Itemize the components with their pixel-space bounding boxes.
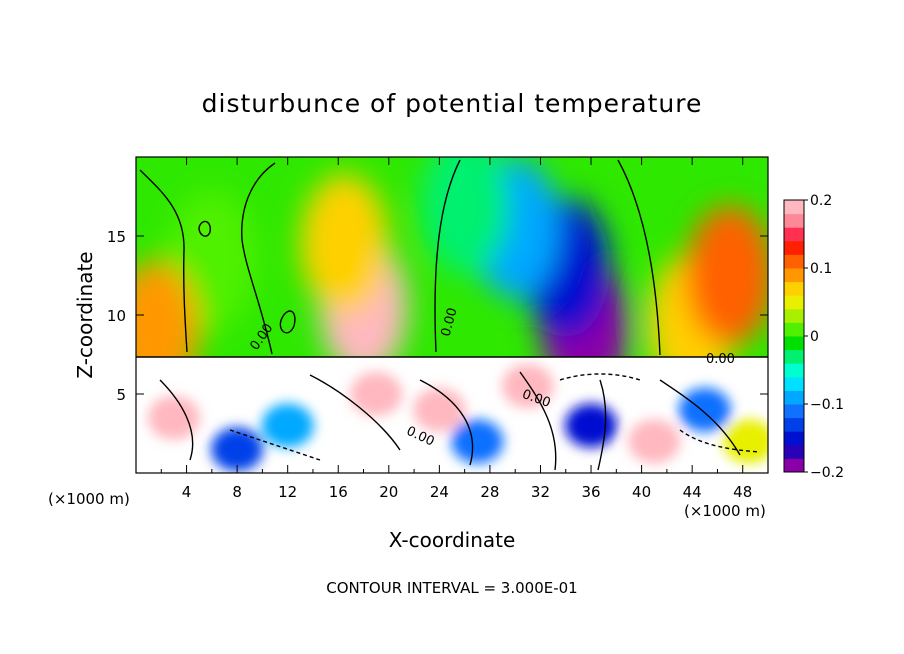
x-tick-label: 8	[232, 483, 242, 501]
y-tick-label: 15	[107, 228, 126, 246]
colorbar-segment	[784, 444, 804, 459]
y-axis-label: Z-coordinate	[73, 251, 97, 378]
field-blob	[147, 395, 200, 440]
field-blob	[420, 157, 509, 275]
colorbar-segment	[784, 431, 804, 446]
field-blob	[501, 364, 554, 409]
colorbar-segment	[784, 240, 804, 255]
x-axis-label: X-coordinate	[389, 528, 516, 552]
plot-area	[135, 156, 769, 474]
contour-interval: CONTOUR INTERVAL = 3.000E-01	[326, 579, 577, 597]
colorbar-segment	[784, 308, 804, 323]
field-blob	[350, 372, 403, 416]
x-tick-label: 32	[531, 483, 550, 501]
colorbar	[783, 199, 805, 473]
colorbar-segment	[784, 349, 804, 364]
colorbar-segment	[784, 254, 804, 269]
colorbar-segment	[784, 295, 804, 310]
colorbar-segment	[784, 322, 804, 337]
field-blob	[413, 387, 466, 432]
field-blob	[211, 427, 264, 472]
x-unit-label: (×1000 m)	[48, 490, 130, 508]
colorbar-segment	[784, 363, 804, 378]
x-tick-label: 12	[278, 483, 297, 501]
colorbar-labels: 0.2 0.1 0 −0.1 −0.2	[804, 193, 844, 481]
colorbar-segment	[784, 390, 804, 405]
colorbar-segment	[784, 227, 804, 242]
field-blob	[686, 205, 768, 346]
x-tick-label: 4	[182, 483, 192, 501]
contour-label: 0.00	[706, 352, 735, 367]
colorbar-tick-label: 0.1	[810, 261, 832, 277]
x-tick-label: 36	[581, 483, 600, 501]
colorbar-segment	[784, 336, 804, 351]
x-tick-label: 40	[632, 483, 651, 501]
field-blob	[300, 173, 389, 314]
colorbar-segment	[784, 404, 804, 419]
colorbar-segment	[784, 417, 804, 432]
colorbar-segment	[784, 376, 804, 391]
x-tick-label: 24	[430, 483, 449, 501]
colorbar-segment	[784, 268, 804, 283]
colorbar-segment	[784, 200, 804, 215]
y-axis: 5 10 15	[107, 228, 768, 404]
colorbar-tick-label: 0.2	[810, 193, 832, 209]
field-blob	[451, 419, 504, 464]
x-tick-label: 20	[379, 483, 398, 501]
x-axis: 4 8 12 16 20 24 28 32 36 40 44 48	[160, 157, 752, 501]
contour-lines	[136, 159, 768, 471]
field-blob	[136, 260, 199, 357]
upper-field	[136, 157, 768, 357]
field-blob	[261, 403, 314, 448]
lower-field	[136, 357, 768, 473]
colorbar-segment	[784, 213, 804, 228]
field-blob	[565, 403, 618, 448]
x-tick-label: 48	[733, 483, 752, 501]
field-blob	[678, 387, 731, 432]
field-blob	[628, 419, 681, 464]
colorbar-segment	[784, 458, 804, 473]
y-tick-label: 5	[116, 386, 126, 404]
colorbar-tick-label: −0.2	[810, 465, 844, 481]
x-tick-label: 44	[683, 483, 702, 501]
colorbar-segment	[784, 281, 804, 296]
x-unit-label-right: (×1000 m)	[684, 502, 766, 520]
contour-label: 0.00	[439, 306, 461, 338]
y-tick-label: 10	[107, 307, 126, 325]
colorbar-tick-label: 0	[810, 329, 819, 345]
x-tick-label: 28	[480, 483, 499, 501]
x-tick-label: 16	[329, 483, 348, 501]
chart-title: disturbunce of potential temperature	[202, 89, 703, 118]
colorbar-tick-label: −0.1	[810, 397, 844, 413]
